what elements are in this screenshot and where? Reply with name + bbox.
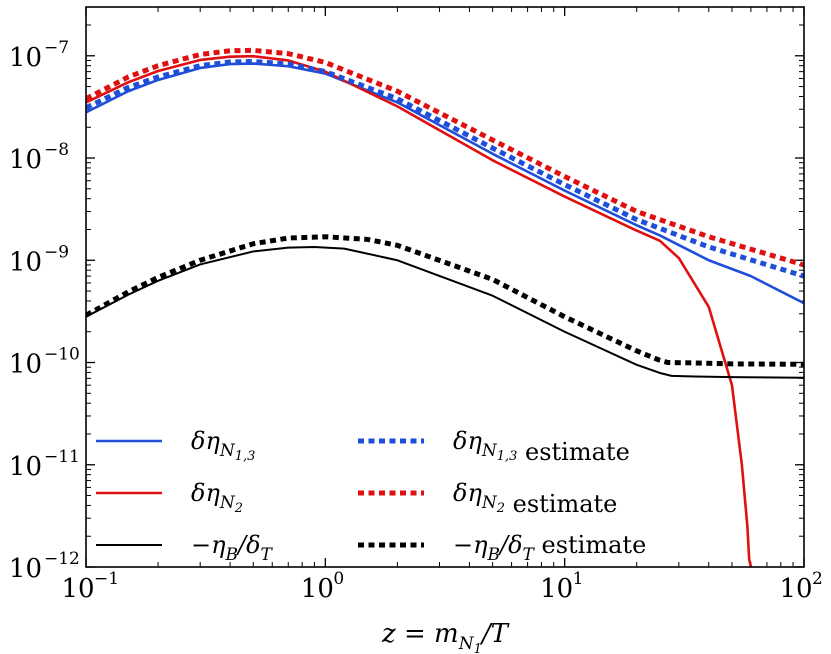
y-tick-label: 10: [9, 350, 42, 380]
y-tick-exponent: −10: [44, 345, 80, 365]
legend: δηN1,3 δηN2 −ηB/δT δηN1,3 estimate δηN2 esti…: [96, 427, 646, 565]
y-tick-label: 10: [9, 43, 42, 73]
y-tick-exponent: −9: [44, 242, 69, 262]
legend-label-3: δηN1,3 estimate: [453, 427, 630, 466]
y-tick-label: 10: [9, 247, 42, 277]
x-tick-exponent: −1: [94, 569, 119, 589]
y-tick-label: 10: [9, 145, 42, 175]
x-axis-label: z = mN1/T: [381, 619, 510, 654]
y-tick-exponent: −12: [44, 549, 80, 569]
x-tick-exponent: 2: [812, 569, 823, 589]
series-line-4: [86, 47, 804, 268]
y-tick-exponent: −7: [44, 38, 69, 58]
legend-label-1: δηN2: [191, 479, 243, 516]
series-line-1: [86, 54, 753, 567]
series-line-5: [86, 234, 804, 367]
series-line-2: [86, 245, 804, 379]
x-tick-exponent: 1: [573, 569, 584, 589]
legend-label-2: −ηB/δT: [191, 531, 274, 565]
series-line-3: [86, 58, 804, 279]
legend-label-5: −ηB/δT estimate: [453, 531, 646, 565]
x-tick-label: 10: [540, 574, 573, 604]
y-tick-label: 10: [9, 554, 42, 584]
x-tick-label: 10: [301, 574, 334, 604]
x-tick-label: 10: [61, 574, 94, 604]
y-tick-exponent: −8: [44, 140, 69, 160]
legend-label-0: δηN1,3: [191, 427, 255, 464]
series-group: [86, 47, 804, 567]
axis-ticks: [85, 7, 805, 568]
y-tick-label: 10: [9, 452, 42, 482]
y-tick-exponent: −11: [44, 447, 80, 467]
legend-label-4: δηN2 estimate: [453, 479, 617, 518]
x-tick-exponent: 0: [333, 569, 344, 589]
plot-frame: [85, 6, 805, 568]
x-tick-label: 10: [779, 574, 812, 604]
